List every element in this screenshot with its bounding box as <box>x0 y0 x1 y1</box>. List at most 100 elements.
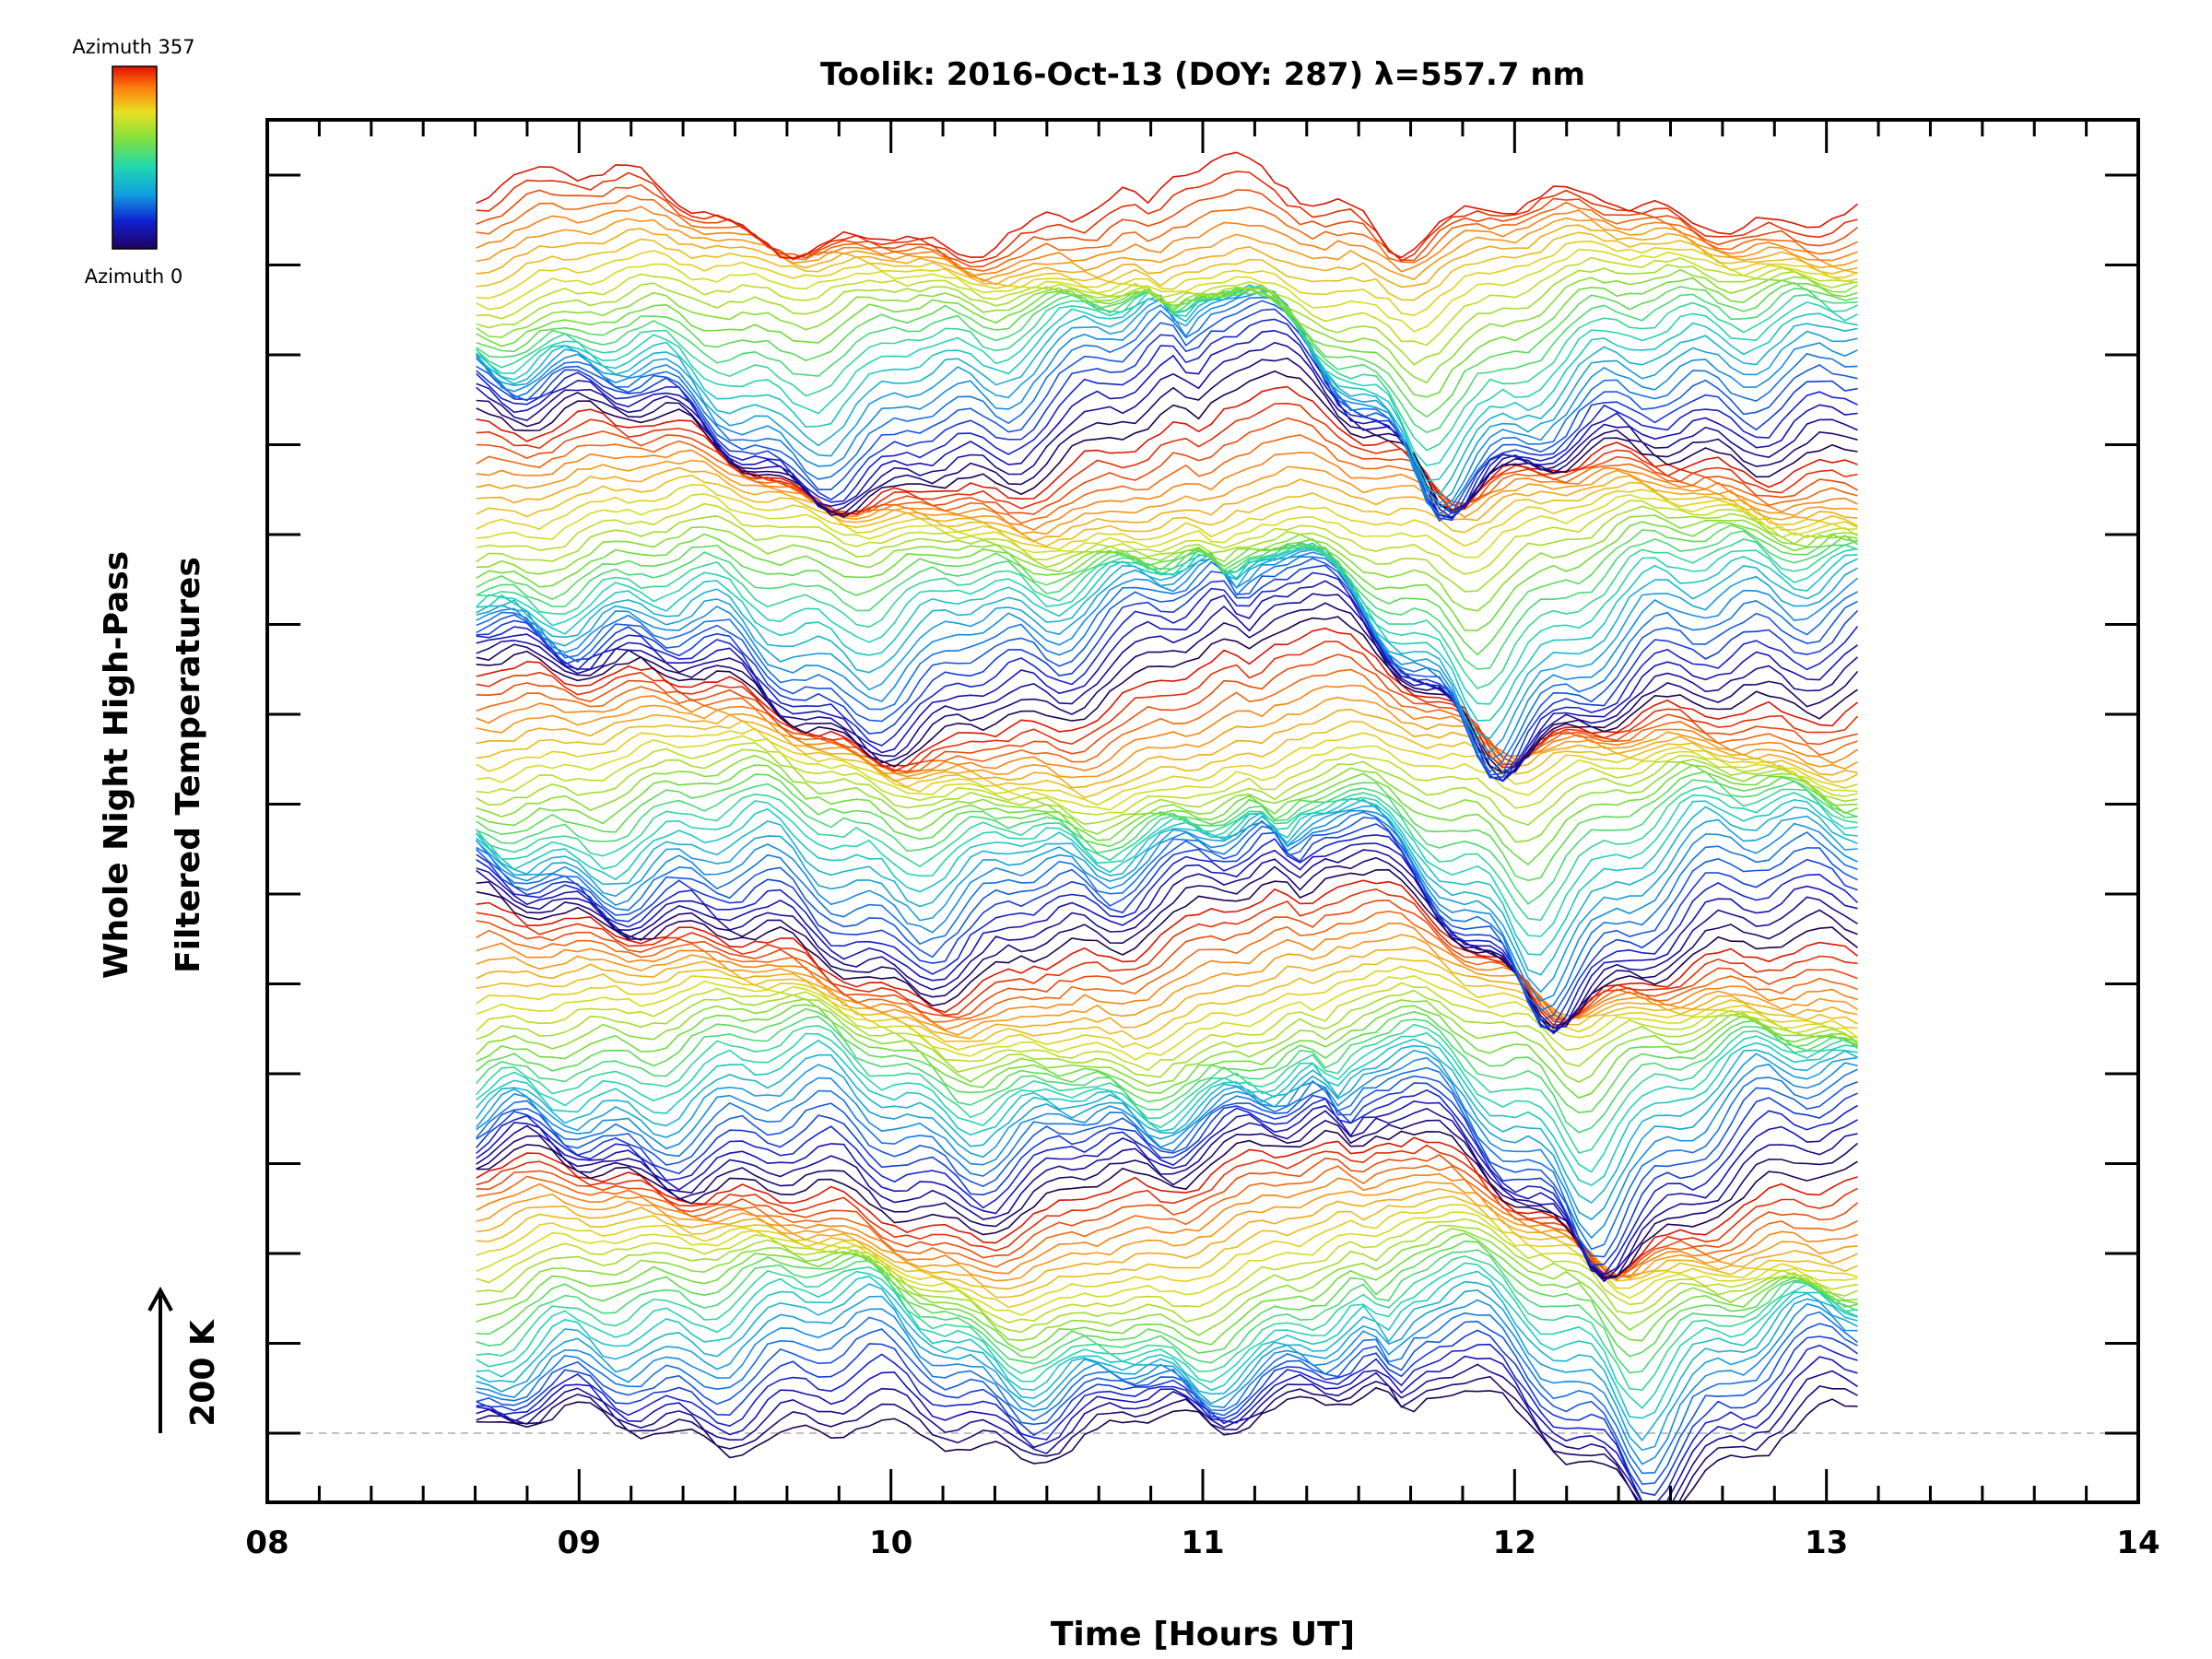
colorbar-top-label: Azimuth 357 <box>72 36 194 58</box>
azimuth-trace <box>476 484 1858 550</box>
azimuth-trace <box>476 668 1858 772</box>
azimuth-trace <box>476 1044 1858 1205</box>
azimuth-trace <box>476 1299 1858 1465</box>
azimuth-trace <box>476 530 1858 670</box>
azimuth-trace <box>476 580 1858 782</box>
azimuth-trace <box>476 809 1858 1002</box>
azimuth-trace <box>476 466 1858 542</box>
azimuth-trace <box>476 1172 1858 1278</box>
azimuth-trace <box>476 300 1858 523</box>
azimuth-trace <box>476 1204 1858 1309</box>
azimuth-trace <box>476 402 1858 517</box>
azimuth-trace <box>476 1016 1859 1134</box>
azimuth-trace <box>476 823 1858 1028</box>
azimuth-trace <box>476 1288 1858 1452</box>
azimuth-trace <box>476 879 1858 1027</box>
azimuth-trace <box>476 771 1858 882</box>
azimuth-trace <box>476 982 1858 1072</box>
azimuth-trace <box>476 1007 1858 1114</box>
trace-group <box>476 151 1859 1502</box>
x-tick-label: 10 <box>869 1524 912 1561</box>
azimuth-trace <box>476 564 1859 779</box>
azimuth-trace <box>476 1343 1858 1502</box>
azimuth-trace <box>476 1144 1858 1278</box>
azimuth-trace <box>476 641 1859 772</box>
azimuth-trace <box>476 284 1858 505</box>
azimuth-trace <box>476 727 1858 806</box>
azimuth-trace <box>476 1320 1858 1486</box>
azimuth-trace <box>476 735 1858 811</box>
azimuth-trace <box>476 248 1858 333</box>
azimuth-trace <box>476 1270 1858 1419</box>
azimuth-trace <box>476 616 1858 774</box>
azimuth-trace <box>476 974 1858 1061</box>
azimuth-trace <box>476 696 1858 779</box>
azimuth-trace <box>476 811 1858 1012</box>
chart-title: Toolik: 2016-Oct-13 (DOY: 287) λ=557.7 n… <box>820 56 1585 93</box>
azimuth-trace <box>476 1211 1858 1316</box>
x-tick-label: 09 <box>558 1524 601 1561</box>
azimuth-trace <box>476 797 1858 956</box>
azimuth-trace <box>476 434 1858 524</box>
azimuth-trace <box>476 593 1859 782</box>
azimuth-trace <box>476 521 1858 631</box>
azimuth-trace <box>476 997 1858 1088</box>
azimuth-trace <box>476 868 1858 1030</box>
azimuth-trace <box>476 1227 1858 1342</box>
azimuth-trace <box>476 754 1858 843</box>
azimuth-trace <box>476 217 1858 283</box>
azimuth-trace <box>476 151 1859 260</box>
azimuth-trace <box>476 474 1858 547</box>
y-axis-label-line1: Whole Night High-Pass <box>98 551 135 979</box>
x-tick-label: 11 <box>1181 1524 1224 1561</box>
azimuth-trace <box>476 1311 1858 1475</box>
azimuth-trace <box>476 1240 1858 1359</box>
azimuth-trace <box>476 1181 1858 1282</box>
azimuth-trace <box>476 524 1858 656</box>
azimuth-trace <box>476 1375 1858 1502</box>
azimuth-trace <box>476 1107 1858 1283</box>
azimuth-trace <box>476 183 1858 268</box>
azimuth-trace <box>476 370 1858 518</box>
scale-bar-arrow-head <box>147 1286 173 1312</box>
azimuth-trace <box>476 1224 1858 1334</box>
azimuth-trace <box>476 548 1858 754</box>
azimuth-trace <box>476 627 1858 769</box>
tick-label-group: 08 09 10 11 12 13 14 <box>245 1524 2159 1561</box>
azimuth-trace <box>476 449 1858 531</box>
azimuth-trace <box>476 194 1858 272</box>
azimuth-trace <box>476 556 1858 773</box>
azimuth-trace <box>476 1218 1858 1324</box>
azimuth-trace <box>476 1056 1858 1240</box>
azimuth-trace <box>476 417 1858 516</box>
azimuth-trace <box>476 282 1858 418</box>
azimuth-trace <box>476 1329 1858 1497</box>
azimuth-trace <box>476 779 1858 905</box>
azimuth-trace <box>476 318 1858 520</box>
azimuth-trace <box>476 934 1858 1036</box>
azimuth-trace <box>476 946 1858 1040</box>
azimuth-trace <box>476 224 1858 288</box>
azimuth-trace <box>476 792 1858 937</box>
tick-group <box>265 120 2140 1502</box>
azimuth-trace <box>476 1232 1858 1352</box>
colorbar-gradient <box>112 65 158 250</box>
azimuth-trace <box>476 957 1858 1042</box>
azimuth-trace <box>476 264 1858 366</box>
azimuth-trace <box>476 1254 1858 1391</box>
x-axis-label: Time [Hours UT] <box>1051 1616 1355 1653</box>
azimuth-trace <box>476 547 1858 740</box>
azimuth-trace <box>476 1004 1858 1100</box>
azimuth-trace <box>476 541 1858 705</box>
azimuth-trace <box>476 1023 1858 1154</box>
azimuth-trace <box>476 1262 1858 1409</box>
x-tick-label: 12 <box>1493 1524 1536 1561</box>
azimuth-trace <box>476 256 1858 347</box>
azimuth-trace <box>476 296 1858 516</box>
azimuth-trace <box>476 551 1859 761</box>
azimuth-trace <box>476 989 1859 1078</box>
azimuth-trace <box>476 505 1858 593</box>
azimuth-trace <box>476 1075 1858 1258</box>
azimuth-trace <box>476 1363 1858 1502</box>
